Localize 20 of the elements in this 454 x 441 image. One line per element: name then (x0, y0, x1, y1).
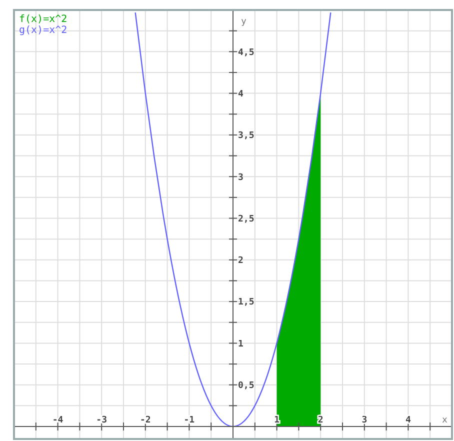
y-tick-label: 4 (238, 89, 244, 100)
x-tick-label: -1 (184, 416, 195, 426)
line-series (134, 12, 332, 428)
y-tick-label: 2,5 (238, 214, 254, 224)
x-tick-label: -4 (52, 416, 64, 426)
y-tick-label: 4,5 (238, 48, 254, 58)
y-tick-label: 1 (238, 339, 244, 350)
y-tick-label: 3 (238, 172, 244, 183)
x-tick-label: 3 (362, 416, 368, 426)
text: f(x)=x^2 (19, 14, 68, 25)
text: g(x)=x^2 (19, 25, 68, 36)
y-tick-label: 3,5 (238, 131, 254, 142)
x-axis-title: x (442, 416, 448, 426)
x-tick-label: -2 (140, 416, 151, 426)
y-axis-title: y (241, 17, 247, 27)
x-tick-label: -3 (96, 416, 108, 426)
y-tick-label: 2 (238, 256, 244, 266)
y-tick-label: 1,5 (238, 298, 254, 308)
y-tick-label: 0,5 (238, 381, 254, 392)
x-tick-label: 4 (405, 416, 412, 426)
